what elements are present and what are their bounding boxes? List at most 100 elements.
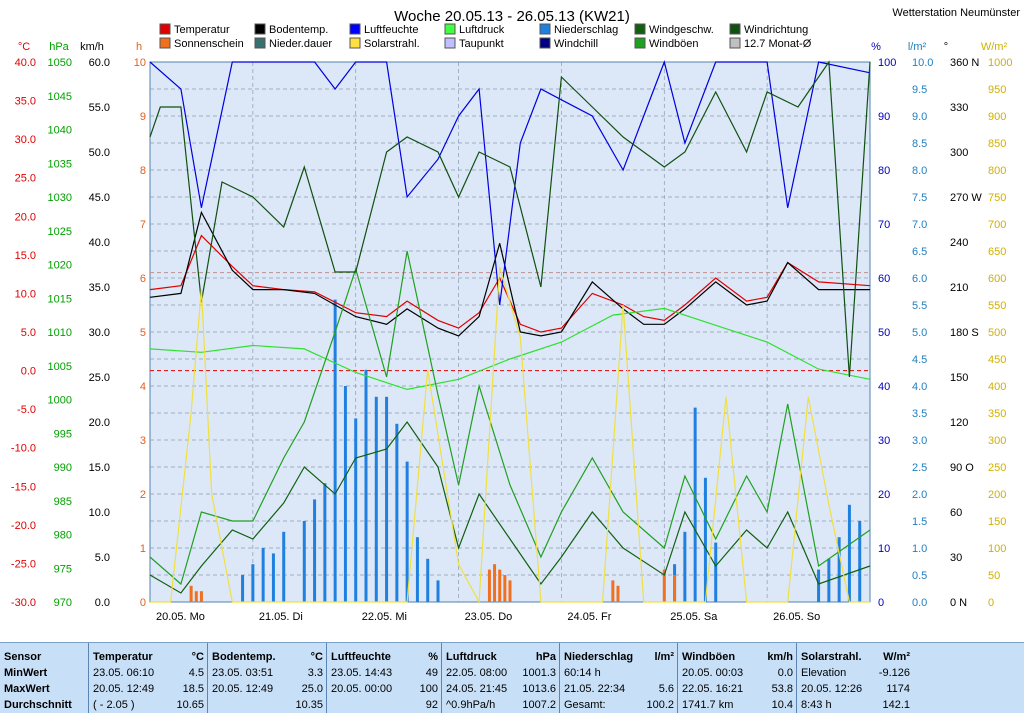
grid [150, 62, 870, 602]
stats-column: Niederschlag l/m² 60:14 h 21.05. 22:34 5.6 Ge… [559, 643, 678, 713]
stats-sensor: Bodentemp. [212, 651, 276, 663]
stats-cell-value: -9.126 [878, 667, 910, 679]
rain-bar [364, 369, 368, 602]
axis-tick-rain: 0.0 [912, 597, 927, 609]
axis-tick-humidity: 80 [878, 165, 890, 177]
axis-tick-wind: 30.0 [89, 327, 110, 339]
stats-cell-value: 0.0 [777, 667, 793, 679]
stats-row: 20.05. 12:26 1174 [801, 681, 910, 697]
stats-sensor: Solarstrahl. [801, 651, 862, 663]
stats-row: 20.05. 12:49 18.5 [93, 681, 204, 697]
x-axis-label: 22.05. Mi [362, 611, 407, 623]
legend-label: Luftfeuchte [364, 24, 418, 36]
series-line [149, 307, 871, 391]
axis-tick-pressure: 980 [54, 530, 72, 542]
rain-bar [683, 531, 687, 602]
axis-tick-direction: 120 [950, 417, 968, 429]
axis-tick-rain: 8.5 [912, 138, 927, 150]
rain-bar [323, 483, 327, 602]
rain-bar [693, 407, 697, 602]
stats-cell-value: 5.6 [658, 683, 674, 695]
axis-tick-wind: 35.0 [89, 282, 110, 294]
legend-swatch [539, 37, 551, 49]
stats-row: 20.05. 12:49 25.0 [212, 681, 323, 697]
axes: 40.035.030.025.020.015.010.05.00.0-5.0-1… [11, 41, 1013, 623]
rain-bar [847, 504, 851, 602]
axis-tick-solar: 50 [988, 570, 1000, 582]
rain-bar [415, 537, 419, 602]
axis-tick-rain: 3.0 [912, 435, 927, 447]
stats-unit: °C [191, 651, 204, 663]
stats-row: 21.05. 22:34 5.6 [564, 681, 674, 697]
axis-tick-temp: -10.0 [11, 443, 36, 455]
stats-cell-label: Gesamt: [564, 699, 606, 711]
sunshine-bar [508, 580, 512, 602]
axis-tick-humidity: 70 [878, 219, 890, 231]
axis-tick-temp: 40.0 [15, 57, 36, 69]
axis-tick-direction: 90 O [950, 462, 974, 474]
stats-cell-value: 25.0 [301, 683, 323, 695]
axis-tick-temp: 35.0 [15, 96, 36, 108]
axis-tick-solar: 700 [988, 219, 1006, 231]
axis-tick-temp: 20.0 [15, 211, 36, 223]
axis-tick-wind: 5.0 [95, 552, 110, 564]
stats-column: Temperatur °C 23.05. 06:10 4.5 20.05. 12:49 1… [88, 643, 208, 713]
rain-bar [385, 396, 389, 602]
axis-unit-pressure: hPa [49, 41, 69, 53]
stats-sensor: Luftfeuchte [331, 651, 391, 663]
sunshine-bar [189, 585, 193, 602]
axis-tick-sun_hours: 9 [140, 111, 146, 123]
axis-tick-rain: 4.5 [912, 354, 927, 366]
legend-label: Bodentemp. [269, 24, 328, 36]
axis-tick-solar: 150 [988, 516, 1006, 528]
axis-tick-pressure: 995 [54, 428, 72, 440]
axis-unit-direction: ° [944, 41, 948, 53]
legend-label: Taupunkt [459, 38, 504, 50]
stats-cell-label: 22.05. 08:00 [446, 667, 508, 679]
stats-cell-label: 22.05. 16:21 [682, 683, 744, 695]
legend-swatch [254, 23, 266, 35]
axis-unit-humidity: % [871, 41, 881, 53]
stats-cell-value: 142.1 [882, 699, 910, 711]
axis-tick-wind: 0.0 [95, 597, 110, 609]
stats-cell-value: 4.5 [188, 667, 204, 679]
stats-cell-label: 23.05. 03:51 [212, 667, 274, 679]
x-axis-label: 25.05. Sa [670, 611, 718, 623]
legend-swatch [729, 37, 741, 49]
stats-sensor: Luftdruck [446, 651, 497, 663]
stats-sensor: Temperatur [93, 651, 153, 663]
stats-cell-value: 3.3 [307, 667, 323, 679]
axis-tick-sun_hours: 4 [140, 381, 146, 393]
axis-tick-solar: 850 [988, 138, 1006, 150]
legend-swatch [634, 37, 646, 49]
axis-tick-sun_hours: 8 [140, 165, 146, 177]
axis-tick-solar: 750 [988, 192, 1006, 204]
x-axis-label: 24.05. Fr [567, 611, 611, 623]
axis-tick-rain: 10.0 [912, 57, 933, 69]
axis-tick-pressure: 1025 [48, 226, 72, 238]
axis-tick-direction: 30 [950, 552, 962, 564]
axis-tick-rain: 1.5 [912, 516, 927, 528]
axis-tick-rain: 0.5 [912, 570, 927, 582]
axis-tick-rain: 4.0 [912, 381, 927, 393]
stats-cell-label: Elevation [801, 667, 847, 679]
axis-tick-temp: 15.0 [15, 250, 36, 262]
stats-row: ( - 2.05 ) 10.65 [93, 697, 204, 713]
stats-row: 92 [331, 697, 438, 713]
stats-row: ^0.9hPa/h 1007.2 [446, 697, 556, 713]
axis-tick-solar: 1000 [988, 57, 1012, 69]
rain-bar [426, 558, 430, 602]
axis-tick-temp: 30.0 [15, 134, 36, 146]
stats-row: 24.05. 21:45 1013.6 [446, 681, 556, 697]
rain-bar [333, 299, 337, 602]
rain-bar [343, 386, 347, 602]
stats-cell-label: 8:43 h [801, 699, 832, 711]
axis-tick-pressure: 985 [54, 496, 72, 508]
axis-unit-solar: W/m² [981, 41, 1008, 53]
axis-tick-pressure: 975 [54, 563, 72, 575]
axis-tick-direction: 300 [950, 147, 968, 159]
rain-bar [313, 499, 317, 602]
rain-bar [837, 537, 841, 602]
stats-sensor: Niederschlag [564, 651, 634, 663]
stats-cell-value: 1013.6 [522, 683, 556, 695]
